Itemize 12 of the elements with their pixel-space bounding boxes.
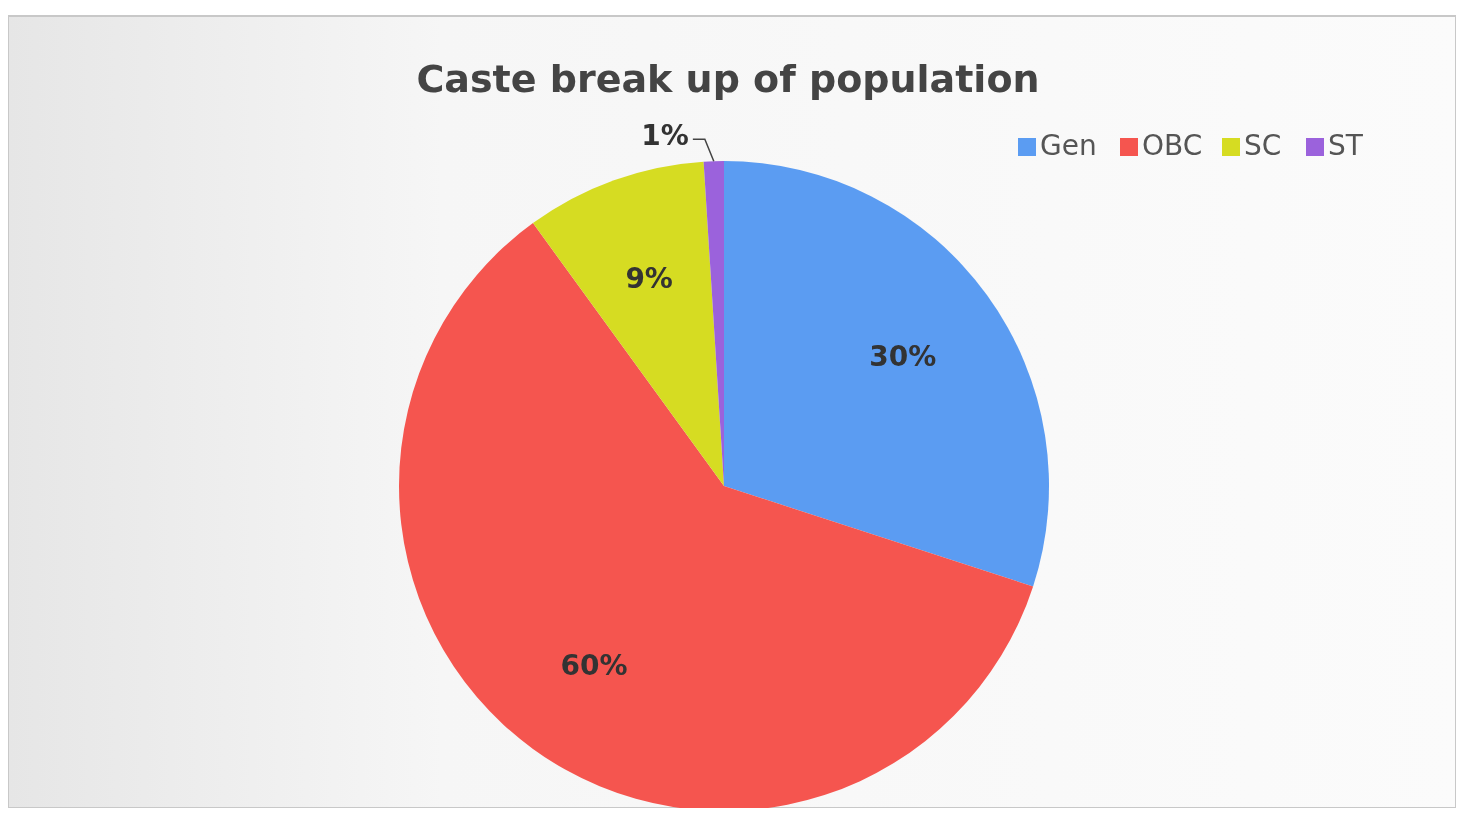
legend-label: OBC — [1142, 129, 1203, 162]
legend-label: Gen — [1040, 129, 1097, 162]
data-label: 30% — [869, 340, 937, 374]
legend-label: ST — [1328, 129, 1364, 162]
pie-slice — [399, 223, 1034, 808]
pie-slice — [532, 161, 724, 486]
chart-title: Caste break up of population — [416, 57, 1040, 101]
data-label: 1% — [641, 119, 689, 153]
data-label: 9% — [625, 262, 673, 296]
data-label: 60% — [560, 648, 628, 682]
legend-label: SC — [1244, 129, 1282, 162]
pie-slice — [724, 161, 1049, 587]
